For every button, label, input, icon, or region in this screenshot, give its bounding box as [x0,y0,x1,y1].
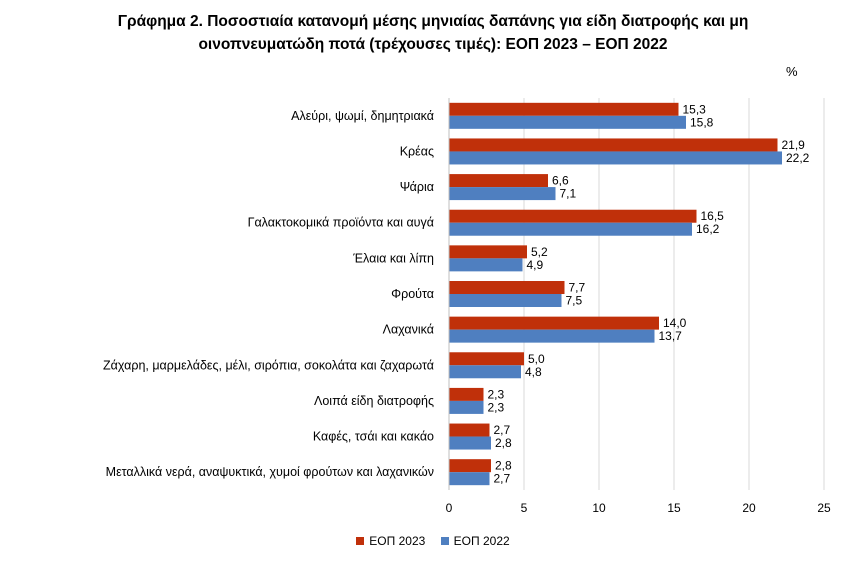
data-label: 2,7 [494,472,511,486]
bar-eop2023 [449,459,491,473]
data-label: 2,3 [488,387,505,401]
bar-eop2023 [449,138,778,152]
legend-swatch-eop2022 [440,537,449,545]
bar-eop2023 [449,387,484,401]
chart-title-line-1: Γράφημα 2. Ποσοστιαία κατανομή μέσης μην… [117,13,749,30]
data-label: 13,7 [659,329,683,343]
bar-eop2023 [449,316,659,330]
category-label: Καφές, τσάι και κακάο [313,430,434,444]
x-tick-label: 5 [521,501,528,515]
x-tick-label: 15 [667,501,681,515]
bar-eop2023 [449,352,524,366]
chart-title: Γράφημα 2. Ποσοστιαία κατανομή μέσης μην… [0,10,866,56]
x-tick-label: 20 [742,501,756,515]
category-label: Ζάχαρη, μαρμελάδες, μέλι, σιρόπια, σοκολ… [103,358,434,372]
bar-eop2022 [449,187,556,201]
bar-eop2022 [449,258,523,272]
category-label: Έλαια και λίπη [352,251,434,265]
bar-eop2023 [449,174,548,188]
bar-eop2022 [449,115,686,129]
category-label: Μεταλλικά νερά, αναψυκτικά, χυμοί φρούτω… [106,465,434,479]
bar-eop2023 [449,423,490,437]
x-tick-label: 0 [446,501,453,515]
bar-eop2022 [449,329,655,343]
data-label: 2,7 [494,423,511,437]
legend-item-eop2023: ΕΟΠ 2023 [356,534,425,548]
data-label: 15,3 [683,102,707,116]
data-label: 15,8 [690,115,714,129]
legend-label-eop2023: ΕΟΠ 2023 [369,534,426,548]
bar-eop2022 [449,472,490,486]
category-label: Γαλακτοκομικά προϊόντα και αυγά [248,216,434,230]
data-label: 2,8 [495,436,512,450]
data-label: 7,5 [566,294,583,308]
data-label: 4,9 [527,258,544,272]
x-tick-label: 25 [817,501,831,515]
legend: ΕΟΠ 2023 ΕΟΠ 2022 [0,534,866,548]
data-label: 21,9 [782,138,806,152]
data-label: 5,0 [528,352,545,366]
legend-item-eop2022: ΕΟΠ 2022 [440,534,510,548]
data-label: 14,0 [663,316,687,330]
bar-eop2022 [449,294,562,307]
category-label: Κρέας [400,144,434,158]
data-label: 2,3 [488,400,505,414]
bar-eop2022 [449,365,521,379]
bar-eop2023 [449,281,565,294]
data-label: 5,2 [531,245,548,259]
data-label: 2,8 [495,459,512,473]
bar-eop2022 [449,151,782,165]
data-label: 22,2 [786,151,810,165]
data-label: 6,6 [552,174,569,188]
unit-label: % [786,64,798,79]
bar-eop2023 [449,209,697,223]
category-label: Λαχανικά [383,323,434,337]
bar-eop2022 [449,400,484,414]
category-label: Φρούτα [391,287,434,301]
chart-title-line-2: οινοπνευματώδη ποτά (τρέχουσες τιμές): Ε… [198,36,668,53]
legend-label-eop2022: ΕΟΠ 2022 [453,534,510,548]
data-label: 16,5 [701,209,725,223]
bar-eop2022 [449,222,692,236]
data-label: 4,8 [525,365,542,379]
data-label: 16,2 [696,222,720,236]
bar-eop2022 [449,436,491,450]
category-label: Λοιπά είδη διατροφής [314,394,434,408]
data-label: 7,7 [569,281,586,295]
data-label: 7,1 [560,187,577,201]
legend-swatch-eop2023 [356,537,365,545]
category-label: Αλεύρι, ψωμί, δημητριακά [291,109,434,123]
category-label: Ψάρια [400,180,434,194]
bar-eop2023 [449,102,679,116]
bar-eop2023 [449,245,527,259]
x-tick-label: 10 [592,501,606,515]
